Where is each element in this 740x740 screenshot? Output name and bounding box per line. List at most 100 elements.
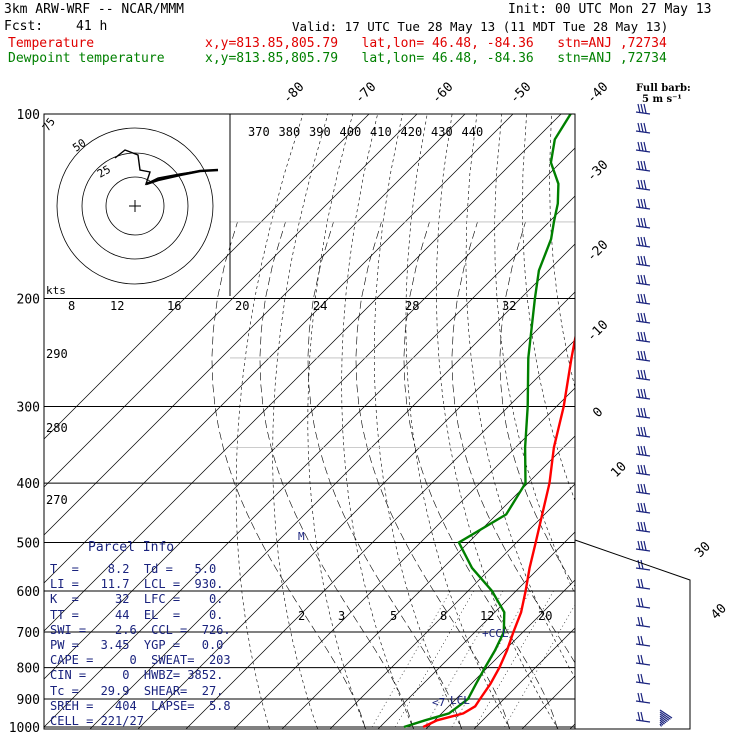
pressure-tick-label: 300: [17, 400, 40, 415]
parcel-info-row: SWI = 2.6 CCL = 726.: [50, 622, 231, 637]
model-title: 3km ARW-WRF -- NCAR/MMM: [4, 2, 185, 17]
wind-barb-flag: [640, 388, 644, 399]
wind-barb-flag: [637, 654, 641, 665]
isotherm-line: [44, 114, 418, 488]
isotherm-line: [377, 531, 575, 729]
isotherm-line: [44, 114, 370, 440]
theta-e-label: 390: [309, 125, 331, 139]
wind-barb-flag: [637, 673, 641, 684]
init-time: Init: 00 UTC Mon 27 May 13: [508, 2, 712, 17]
parcel-info-row: CELL = 221/27: [50, 714, 144, 728]
wind-barb-flag: [637, 293, 641, 304]
wind-barb-flag: [643, 350, 647, 361]
wind-barb-flag: [643, 141, 647, 152]
parcel-info-row: LI = 11.7 LCL = 930.: [50, 577, 224, 592]
pressure-tick-label: 100: [17, 108, 40, 123]
wind-barb-flag: [643, 502, 647, 513]
wind-barb-flag: [640, 673, 644, 684]
wind-barb-flag: [637, 445, 641, 456]
mixing-ratio-label: 28: [405, 299, 419, 313]
wind-barb-cluster: [659, 721, 664, 726]
wind-barb-flag: [643, 160, 647, 171]
isotherm-line: [425, 579, 575, 729]
wind-barb-cluster: [659, 713, 670, 721]
wind-barb-flag: [643, 217, 647, 228]
wind-barb-flag: [640, 578, 644, 589]
wind-barb-flag: [637, 179, 641, 190]
moist-adiabat: [499, 221, 575, 588]
isotherm-line: [329, 483, 575, 729]
parcel-info-row: CIN = 0 HWBZ= 3852.: [50, 668, 224, 683]
wind-barb-cluster: [659, 723, 663, 727]
wind-barb-cluster: [659, 717, 667, 724]
isotherm-line: [607, 114, 740, 740]
wind-barb-flag: [637, 388, 641, 399]
wind-barb-flag: [640, 464, 644, 475]
theta-e-label: 370: [248, 125, 270, 139]
mixing-ratio-label: 8: [68, 299, 75, 313]
wind-barb-flag: [640, 217, 644, 228]
isotherm-line: [655, 114, 740, 740]
wind-barb-cluster: [659, 711, 671, 720]
dry-adiabat: [601, 114, 740, 740]
mixing-ratio-low-label: 8: [440, 609, 447, 623]
wind-barb-flag: [640, 597, 644, 608]
isotherm-line: [185, 339, 575, 729]
dry-adiabat: [235, 114, 304, 729]
isotherm-line: [473, 627, 575, 729]
isotherm-line: [521, 675, 575, 729]
wind-barb-flag: [640, 445, 644, 456]
pressure-tick-label: 700: [17, 626, 40, 641]
wind-barb-flag: [643, 464, 647, 475]
wind-barb-flag: [643, 198, 647, 209]
wind-barb-flag: [640, 407, 644, 418]
wind-barb-flag: [643, 483, 647, 494]
wind-barb-flag: [637, 711, 641, 722]
wind-barb-flag: [640, 692, 644, 703]
wind-barb-flag: [637, 312, 641, 323]
barb-key-line1: Full barb:: [636, 83, 691, 94]
temperature-profile: [422, 333, 575, 729]
dry-adiabat: [436, 114, 559, 729]
dry-adiabat-label: 270: [46, 493, 68, 507]
lcl-marker: LCL: [450, 694, 470, 707]
wind-barb-flag: [643, 388, 647, 399]
wind-barb-flag: [637, 160, 641, 171]
wind-barb-flag: [637, 597, 641, 608]
ccl-marker: +CCL: [482, 627, 509, 640]
dewpoint-legend-meta: x,y=813.85,805.79 lat,lon= 46.48, -84.36…: [205, 51, 667, 66]
mixing-ratio-low-label: 3: [338, 609, 345, 623]
mixing-ratio-low-label: 20: [538, 609, 552, 623]
wind-barb-flag: [637, 540, 641, 551]
isotherm-right-label: 40: [708, 601, 730, 623]
pressure-tick-label: 900: [17, 693, 40, 708]
parcel-info-row: K = 32 LFC = 0.: [50, 592, 224, 607]
isotherm-line: [233, 387, 575, 729]
wind-barb-flag: [643, 445, 647, 456]
dry-adiabat: [272, 114, 329, 729]
isotherm-top-label: -50: [507, 80, 534, 107]
dry-adiabat: [373, 114, 463, 729]
parcel-info-row: SREH = 404 LAPSE= 5.8: [50, 698, 231, 713]
wind-barb-flag: [643, 293, 647, 304]
wind-barb-flag: [637, 122, 641, 133]
hodograph-ring-label: 25: [95, 163, 113, 181]
wind-barb-flag: [637, 141, 641, 152]
wind-barb-flag: [643, 521, 647, 532]
wind-barb-flag: [640, 198, 644, 209]
wind-barb-flag: [637, 483, 641, 494]
wind-barb-flag: [637, 521, 641, 532]
isotherm-line: [44, 195, 575, 728]
dry-adiabat: [494, 114, 575, 595]
isotherm-right-label: -10: [584, 318, 611, 345]
wind-barb-flag: [640, 350, 644, 361]
wind-barb-flag: [640, 616, 644, 627]
isotherm-top-label: -60: [429, 80, 456, 107]
dewpoint-legend-label: Dewpoint temperature: [8, 51, 165, 66]
mixing-ratio-label: 16: [167, 299, 181, 313]
wind-barb-flag: [643, 236, 647, 247]
wind-barb-cluster: [659, 709, 673, 719]
dry-adiabat: [725, 114, 740, 740]
isotherm-right-label: 0: [590, 405, 606, 421]
theta-e-label: 440: [462, 125, 484, 139]
